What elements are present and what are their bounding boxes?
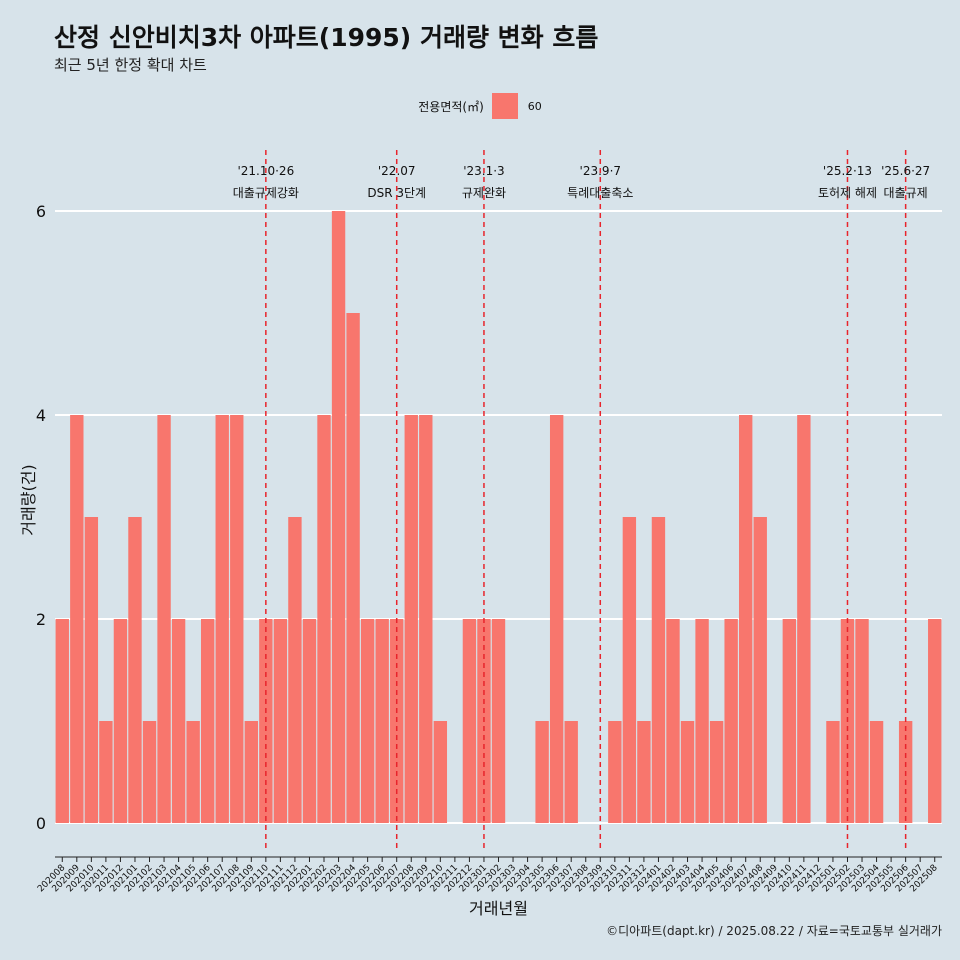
event-date-label: '21.10·26 xyxy=(237,164,294,178)
bar xyxy=(869,721,884,823)
legend-label: 60 xyxy=(527,99,542,113)
bar xyxy=(608,721,622,823)
bar xyxy=(724,619,738,823)
bar xyxy=(142,721,157,823)
legend: 전용면적(㎡) 60 xyxy=(0,93,960,119)
bar xyxy=(346,313,360,823)
event-label: 대출규제강화 xyxy=(233,186,299,200)
bar xyxy=(128,517,142,823)
bar xyxy=(695,619,709,823)
bar xyxy=(797,415,811,823)
bar xyxy=(564,721,578,823)
event-date-label: '22.07 xyxy=(378,164,416,178)
legend-swatch xyxy=(491,93,518,119)
bar xyxy=(99,721,113,823)
y-tick-label: 6 xyxy=(36,202,46,221)
event-date-label: '23.9·7 xyxy=(580,164,621,178)
chart-title: 산정 신안비치3차 아파트(1995) 거래량 변화 흐름 xyxy=(54,23,599,52)
bar xyxy=(637,721,651,823)
legend-title: 전용면적(㎡) xyxy=(418,99,484,114)
bar xyxy=(302,619,317,823)
y-tick-label: 2 xyxy=(36,610,46,629)
bar xyxy=(375,619,389,823)
bar xyxy=(680,721,695,823)
bar xyxy=(433,721,448,823)
bar xyxy=(491,619,506,823)
bar xyxy=(171,619,186,823)
bar xyxy=(186,721,200,823)
bar xyxy=(113,619,128,823)
bar xyxy=(55,619,69,823)
bar xyxy=(360,619,375,823)
bar xyxy=(666,619,680,823)
bar xyxy=(70,415,84,823)
y-axis-title: 거래량(건) xyxy=(19,464,38,535)
bar xyxy=(651,517,666,823)
bar xyxy=(549,415,564,823)
event-date-label: '25.6·27 xyxy=(881,164,930,178)
bar xyxy=(200,619,215,823)
bar xyxy=(462,619,477,823)
bar xyxy=(244,721,258,823)
bar xyxy=(288,517,302,823)
bar xyxy=(622,517,637,823)
bar xyxy=(419,415,433,823)
bar xyxy=(404,415,418,823)
bar xyxy=(782,619,797,823)
event-label: 토허제 해제 xyxy=(818,186,877,200)
bar xyxy=(331,211,346,823)
event-label: 특례대출축소 xyxy=(567,186,633,200)
event-date-label: '23.1·3 xyxy=(463,164,504,178)
bar xyxy=(273,619,288,823)
source-caption: ©디아파트(dapt.kr) / 2025.08.22 / 자료=국토교통부 실… xyxy=(606,924,942,938)
bar xyxy=(215,415,229,823)
bar xyxy=(753,517,767,823)
bar xyxy=(317,415,331,823)
bar xyxy=(709,721,724,823)
bar xyxy=(157,415,171,823)
y-tick-label: 4 xyxy=(36,406,46,425)
chart-subtitle: 최근 5년 한정 확대 차트 xyxy=(54,56,207,74)
event-date-label: '25.2·13 xyxy=(823,164,872,178)
bar xyxy=(84,517,99,823)
bar xyxy=(928,619,942,823)
bar xyxy=(855,619,869,823)
event-label: 대출규제 xyxy=(884,186,928,200)
bar xyxy=(230,415,244,823)
y-tick-label: 0 xyxy=(36,814,46,833)
event-label: DSR 3단계 xyxy=(367,186,426,200)
bar xyxy=(739,415,753,823)
event-label: 규제완화 xyxy=(462,186,506,200)
bar xyxy=(535,721,549,823)
bar xyxy=(826,721,840,823)
x-axis-title: 거래년월 xyxy=(469,899,528,918)
